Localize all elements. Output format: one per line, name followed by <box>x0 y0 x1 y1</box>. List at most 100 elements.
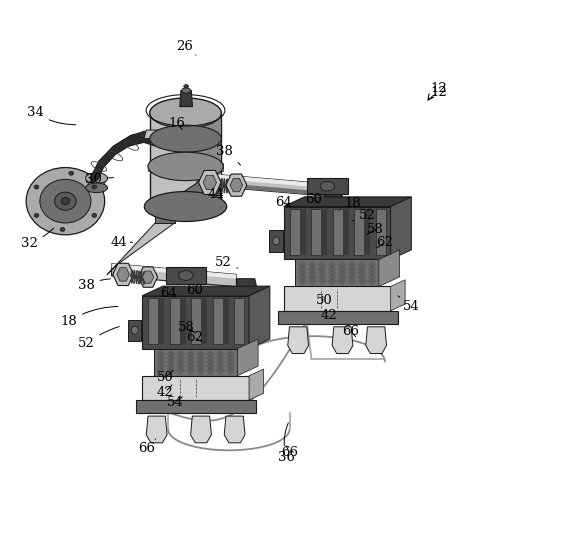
Polygon shape <box>226 174 247 196</box>
Polygon shape <box>190 416 211 443</box>
Ellipse shape <box>34 185 39 189</box>
Polygon shape <box>328 269 337 277</box>
Text: 60: 60 <box>186 284 203 297</box>
Polygon shape <box>196 350 205 359</box>
Polygon shape <box>156 354 166 362</box>
Polygon shape <box>113 263 134 286</box>
Polygon shape <box>338 277 347 286</box>
Polygon shape <box>318 277 327 286</box>
Polygon shape <box>156 366 166 375</box>
Polygon shape <box>196 354 205 362</box>
Polygon shape <box>357 269 367 277</box>
Polygon shape <box>307 277 317 286</box>
Ellipse shape <box>26 168 105 235</box>
Text: 52: 52 <box>352 209 376 222</box>
Polygon shape <box>196 366 205 375</box>
Polygon shape <box>288 327 309 354</box>
Polygon shape <box>249 286 270 349</box>
Text: 58: 58 <box>367 223 383 236</box>
Polygon shape <box>318 260 327 269</box>
Polygon shape <box>148 163 223 170</box>
Text: 54: 54 <box>398 296 419 313</box>
Ellipse shape <box>86 183 108 192</box>
Text: 66: 66 <box>342 325 358 338</box>
Polygon shape <box>307 265 317 273</box>
Polygon shape <box>156 350 166 359</box>
Polygon shape <box>156 358 166 367</box>
Polygon shape <box>186 354 195 362</box>
Polygon shape <box>249 369 263 400</box>
Polygon shape <box>138 267 157 287</box>
Polygon shape <box>150 136 221 144</box>
Polygon shape <box>321 209 327 255</box>
Polygon shape <box>347 265 357 273</box>
Polygon shape <box>328 265 337 273</box>
Ellipse shape <box>184 85 188 88</box>
Polygon shape <box>186 350 195 359</box>
Polygon shape <box>166 366 175 375</box>
Text: 16: 16 <box>168 117 185 130</box>
Ellipse shape <box>150 98 221 128</box>
Polygon shape <box>166 358 175 367</box>
Polygon shape <box>236 279 258 292</box>
Text: 42: 42 <box>157 385 174 399</box>
Ellipse shape <box>86 173 108 183</box>
Polygon shape <box>159 299 164 345</box>
Polygon shape <box>284 206 391 259</box>
Text: 60: 60 <box>305 193 322 206</box>
Polygon shape <box>199 170 221 195</box>
Text: 50: 50 <box>157 370 174 384</box>
Polygon shape <box>107 222 175 275</box>
Polygon shape <box>376 209 386 255</box>
Polygon shape <box>216 362 225 370</box>
Polygon shape <box>307 269 317 277</box>
Ellipse shape <box>144 191 227 221</box>
Polygon shape <box>86 178 108 188</box>
Polygon shape <box>357 265 367 273</box>
Polygon shape <box>338 260 347 269</box>
Polygon shape <box>216 350 225 359</box>
Polygon shape <box>311 209 321 255</box>
Polygon shape <box>170 299 180 345</box>
Ellipse shape <box>34 213 39 218</box>
Polygon shape <box>206 362 215 370</box>
Text: 64: 64 <box>160 287 177 300</box>
Polygon shape <box>367 269 376 277</box>
Polygon shape <box>347 273 357 281</box>
Ellipse shape <box>178 271 193 280</box>
Ellipse shape <box>148 152 223 181</box>
Polygon shape <box>284 287 391 311</box>
Text: 52: 52 <box>215 256 238 269</box>
Text: 66: 66 <box>281 446 298 459</box>
Polygon shape <box>90 132 156 183</box>
Polygon shape <box>307 273 317 281</box>
Polygon shape <box>343 209 349 255</box>
Polygon shape <box>284 197 411 206</box>
Ellipse shape <box>150 125 221 152</box>
Polygon shape <box>300 209 306 255</box>
Polygon shape <box>196 362 205 370</box>
Polygon shape <box>176 350 185 359</box>
Text: 52: 52 <box>78 326 119 351</box>
Text: 30: 30 <box>85 173 113 187</box>
Text: 64: 64 <box>275 196 292 209</box>
Polygon shape <box>216 354 225 362</box>
Polygon shape <box>186 358 195 367</box>
Ellipse shape <box>54 192 76 210</box>
Polygon shape <box>318 273 327 281</box>
Polygon shape <box>347 260 357 269</box>
Text: 26: 26 <box>176 40 196 55</box>
Polygon shape <box>226 354 235 362</box>
Polygon shape <box>328 260 337 269</box>
Ellipse shape <box>92 213 97 218</box>
Polygon shape <box>269 230 283 251</box>
Polygon shape <box>357 273 367 281</box>
Polygon shape <box>226 362 235 370</box>
Polygon shape <box>142 296 249 349</box>
Text: 18: 18 <box>339 197 361 210</box>
Polygon shape <box>230 178 243 192</box>
Polygon shape <box>307 260 317 269</box>
Polygon shape <box>186 362 195 370</box>
Ellipse shape <box>60 227 65 232</box>
Polygon shape <box>379 250 400 287</box>
